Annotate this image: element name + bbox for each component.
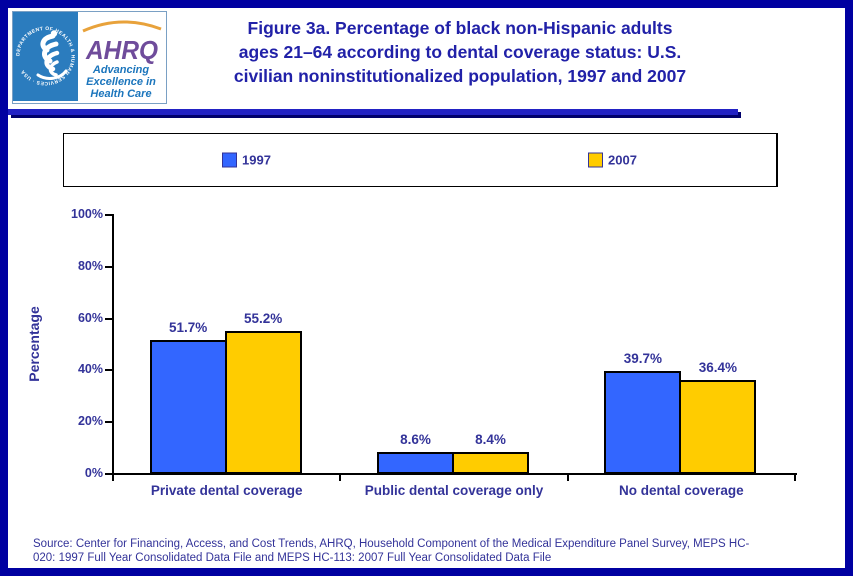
source-note-line-1: Source: Center for Financing, Access, an… bbox=[33, 538, 750, 550]
bar-1997-public-dental-coverage-only bbox=[377, 451, 454, 474]
y-tick-label-60-: 60% bbox=[77, 310, 103, 325]
y-axis-line bbox=[112, 214, 114, 475]
ahrq-tagline: Advancing Excellence in Health Care bbox=[86, 64, 156, 100]
bar-1997-private-dental-coverage bbox=[149, 340, 227, 474]
figure-title-line-1: Figure 3a. Percentage of black non-Hispa… bbox=[247, 18, 673, 38]
legend-swatch-2007 bbox=[588, 152, 603, 168]
ahrq-tagline-line: Health Care bbox=[90, 88, 151, 100]
x-tick-mark-0 bbox=[112, 475, 114, 481]
value-label-2007-private-dental-coverage: 55.2% bbox=[244, 311, 283, 327]
y-tick-mark-20- bbox=[105, 421, 113, 424]
x-axis-line bbox=[112, 473, 797, 475]
x-tick-mark-1 bbox=[339, 475, 342, 481]
ahrq-arc-decoration bbox=[82, 20, 162, 33]
ahrq-tagline-line: Advancing bbox=[92, 64, 150, 76]
y-tick-label-20-: 20% bbox=[77, 414, 103, 429]
source-note: Source: Center for Financing, Access, an… bbox=[33, 538, 839, 565]
category-label-no-dental-coverage: No dental coverage bbox=[619, 483, 744, 498]
hhs-ahrq-logo-graphic: DEPARTMENT OF HEALTH & HUMAN SERVICES · … bbox=[13, 12, 162, 101]
figure-title: Figure 3a. Percentage of black non-Hispa… bbox=[170, 16, 750, 88]
bar-2007-private-dental-coverage bbox=[224, 331, 302, 474]
y-tick-mark-60- bbox=[105, 317, 113, 320]
legend-item-1997: 1997 bbox=[222, 152, 271, 168]
header-divider bbox=[8, 109, 738, 115]
x-tick-mark-3 bbox=[794, 475, 796, 481]
y-tick-label-40-: 40% bbox=[77, 362, 103, 377]
figure-title-line-2: ages 21–64 according to dental coverage … bbox=[238, 42, 682, 62]
y-tick-mark-100- bbox=[105, 214, 113, 216]
value-label-1997-no-dental-coverage: 39.7% bbox=[623, 351, 662, 367]
legend-item-2007: 2007 bbox=[588, 152, 637, 168]
ahrq-wordmark: AHRQ bbox=[85, 35, 158, 65]
value-label-1997-public-dental-coverage-only: 8.6% bbox=[400, 431, 431, 447]
legend-label-1997: 1997 bbox=[242, 152, 271, 168]
value-label-1997-private-dental-coverage: 51.7% bbox=[169, 320, 208, 336]
y-tick-mark-0- bbox=[105, 473, 113, 475]
chart-legend: 1997 2007 bbox=[63, 133, 778, 187]
y-tick-mark-80- bbox=[105, 265, 113, 268]
legend-label-2007: 2007 bbox=[608, 152, 637, 168]
y-tick-label-0-: 0% bbox=[84, 466, 103, 480]
value-label-2007-public-dental-coverage-only: 8.4% bbox=[475, 432, 506, 448]
category-label-public-dental-coverage-only: Public dental coverage only bbox=[364, 483, 544, 498]
y-axis-title: Percentage bbox=[26, 306, 42, 382]
bar-2007-public-dental-coverage-only bbox=[452, 452, 529, 474]
x-tick-mark-2 bbox=[566, 475, 569, 481]
category-label-private-dental-coverage: Private dental coverage bbox=[150, 483, 303, 498]
value-label-2007-no-dental-coverage: 36.4% bbox=[698, 359, 737, 375]
y-tick-mark-40- bbox=[105, 369, 113, 372]
bar-1997-no-dental-coverage bbox=[604, 371, 682, 474]
bar-2007-no-dental-coverage bbox=[679, 379, 757, 474]
figure-title-line-3: civilian noninstitutionalized population… bbox=[233, 66, 687, 86]
ahrq-tagline-line: Excellence in bbox=[86, 76, 156, 88]
hhs-ahrq-logo: DEPARTMENT OF HEALTH & HUMAN SERVICES · … bbox=[12, 11, 167, 104]
source-note-line-2: 020: 1997 Full Year Consolidated Data Fi… bbox=[33, 551, 552, 564]
y-tick-label-80-: 80% bbox=[77, 258, 103, 273]
y-tick-label-100-: 100% bbox=[71, 207, 103, 221]
hhs-eagle-icon bbox=[36, 30, 68, 80]
legend-swatch-1997 bbox=[222, 152, 237, 168]
